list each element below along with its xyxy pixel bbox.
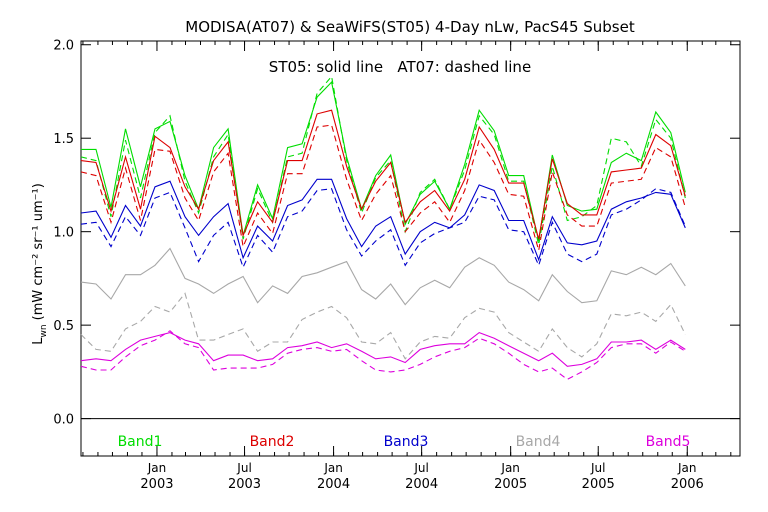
chart-subtitle: ST05: solid line AT07: dashed line (269, 58, 531, 76)
series-line-band3-dashed (80, 188, 686, 269)
series-line-band5-dashed (80, 330, 686, 381)
y-tick-label: 0.5 (53, 319, 74, 334)
plot-frame (80, 40, 741, 457)
x-tick-year-label: 2006 (671, 477, 704, 492)
svg-text:Lwn (mW cm⁻² sr⁻¹ um⁻¹): Lwn (mW cm⁻² sr⁻¹ um⁻¹) (31, 183, 49, 345)
x-tick-year-label: 2003 (228, 477, 261, 492)
legend-label-band5: Band5 (646, 434, 691, 450)
x-tick-month-label: Jan (147, 461, 167, 475)
x-tick-month-label: Jul (590, 461, 605, 475)
x-tick-year-label: 2005 (494, 477, 527, 492)
series-line-band4-solid (80, 247, 686, 306)
x-tick-year-label: 2003 (140, 477, 173, 492)
y-axis-label-subscript: wn (39, 324, 49, 337)
x-tick-month-label: Jan (323, 461, 343, 475)
y-axis-label: Lwn (mW cm⁻² sr⁻¹ um⁻¹) (31, 183, 49, 345)
series-line-band2-dashed (80, 124, 686, 251)
y-tick-label: 1.5 (53, 132, 74, 147)
x-tick-month-label: Jul (413, 461, 428, 475)
y-axis-label-main: L (31, 337, 46, 345)
y-tick-label: 1.0 (53, 226, 74, 241)
x-tick-year-label: 2004 (317, 477, 350, 492)
series-line-band3-solid (80, 178, 686, 262)
y-tick-label: 0.0 (53, 413, 74, 428)
chart-title: MODISA(AT07) & SeaWiFS(ST05) 4-Day nLw, … (185, 18, 635, 36)
x-tick-month-label: Jan (677, 461, 697, 475)
legend-label-band2: Band2 (250, 434, 295, 450)
series-line-band2-solid (80, 109, 686, 240)
legend-label-band3: Band3 (384, 434, 429, 450)
plot-area: 0.0 0.5 1.0 1.5 2.0 Jan 2003 Jul 2003 Jan 2004 Jul 2… (53, 39, 741, 492)
x-tick-year-label: 2004 (405, 477, 438, 492)
x-tick-month-label: Jan (500, 461, 520, 475)
legend-label-band1: Band1 (118, 434, 163, 450)
y-tick-label: 2.0 (53, 39, 74, 54)
y-axis-label-units: (mW cm⁻² sr⁻¹ um⁻¹) (31, 183, 46, 320)
legend-label-band4: Band4 (516, 434, 561, 450)
x-tick-month-label: Jul (236, 461, 251, 475)
x-tick-year-label: 2005 (582, 477, 615, 492)
series-line-band5-solid (80, 331, 686, 367)
series-line-band4-dashed (80, 292, 686, 360)
series-line-band1-solid (81, 80, 686, 242)
